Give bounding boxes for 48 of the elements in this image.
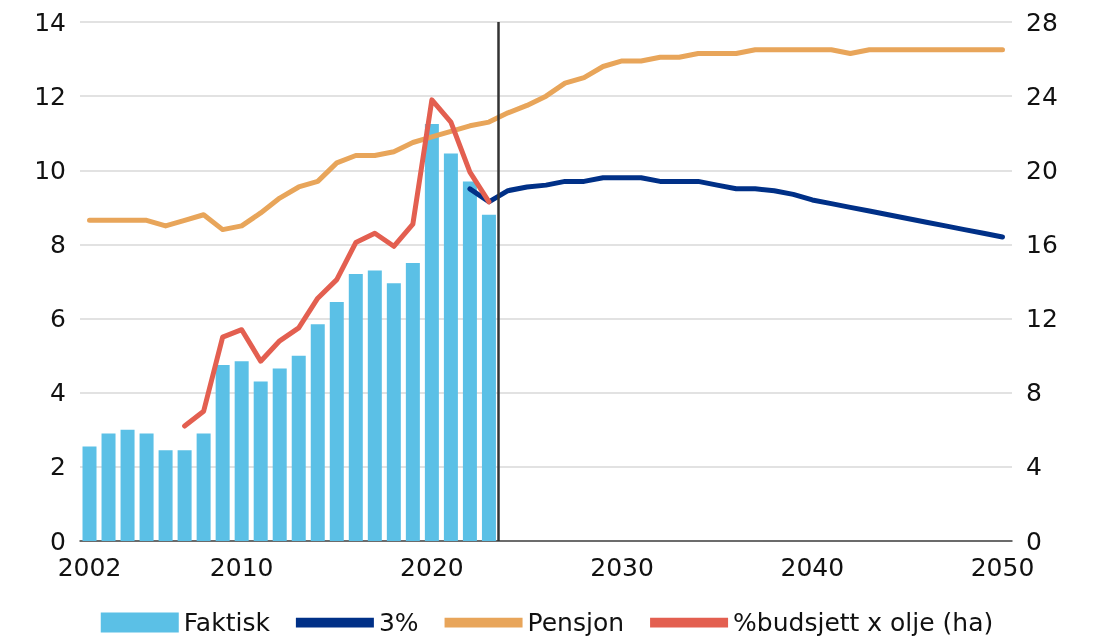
x-tick-label: 2040 [780, 553, 845, 582]
bar [329, 301, 344, 541]
bar [215, 364, 230, 541]
y2-tick-label: 8 [1026, 378, 1042, 408]
bar [367, 270, 382, 541]
x-tick-label: 2002 [57, 553, 122, 582]
y2-tick-label: 4 [1026, 452, 1042, 482]
x-tick-label: 2010 [209, 553, 274, 582]
legend-label: Pensjon [527, 608, 625, 637]
y-tick-label: 10 [34, 155, 66, 185]
bar [196, 433, 211, 541]
y2-tick-label: 20 [1026, 155, 1058, 185]
y-tick-label: 2 [50, 452, 66, 482]
bar [481, 214, 496, 541]
y2-tick-label: 24 [1026, 81, 1058, 111]
y-tick-label: 6 [50, 304, 66, 334]
x-tick-label: 2050 [970, 553, 1035, 582]
bar [348, 274, 363, 541]
y-tick-label: 0 [50, 526, 66, 556]
bar [253, 381, 268, 541]
bar [424, 123, 439, 541]
bar [405, 262, 420, 541]
bar [177, 450, 192, 541]
legend-label: Faktisk [183, 608, 271, 637]
bar [310, 324, 325, 541]
y-tick-label: 8 [50, 229, 66, 259]
bar [291, 355, 306, 541]
bar [139, 433, 154, 541]
y-tick-label: 4 [50, 378, 66, 408]
y2-tick-label: 28 [1026, 7, 1058, 37]
y2-tick-label: 16 [1026, 229, 1058, 259]
bar [158, 450, 173, 541]
bar [443, 153, 458, 541]
bar [234, 361, 249, 541]
legend-label: 3% [378, 608, 419, 637]
y-tick-label: 14 [34, 7, 66, 37]
y-tick-label: 12 [34, 81, 66, 111]
bar [82, 446, 97, 541]
x-tick-label: 2030 [590, 553, 654, 582]
bar [101, 433, 116, 541]
bar [272, 368, 287, 541]
bar [462, 181, 477, 541]
x-tick-label: 2020 [400, 553, 464, 582]
legend-label: %budsjett x olje (ha) [733, 608, 994, 637]
y2-tick-label: 12 [1026, 304, 1058, 334]
bar [386, 283, 401, 541]
y2-tick-label: 0 [1026, 526, 1042, 556]
bar [120, 429, 135, 541]
